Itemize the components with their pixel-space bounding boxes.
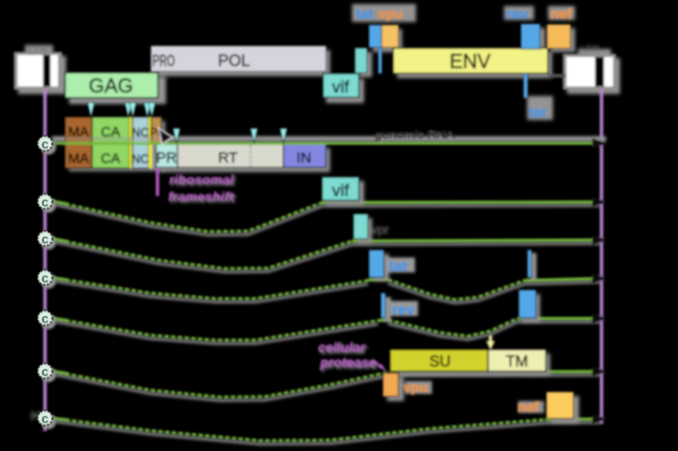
svg-text:CA: CA [101, 124, 121, 140]
svg-text:cellular: cellular [320, 342, 368, 357]
svg-text:RT: RT [218, 150, 238, 167]
svg-text:c: c [41, 270, 48, 285]
svg-text:c: c [41, 411, 48, 426]
svg-text:c: c [41, 231, 48, 246]
svg-text:PRO: PRO [153, 53, 176, 70]
svg-text:NC: NC [132, 126, 150, 140]
svg-text:LTR: LTR [28, 45, 48, 57]
svg-text:CA: CA [101, 150, 121, 166]
svg-text:MA: MA [68, 124, 90, 140]
svg-text:tat: tat [389, 258, 407, 275]
svg-text:vif: vif [332, 78, 349, 97]
svg-text:TM: TM [506, 354, 528, 371]
svg-text:ribosomal: ribosomal [169, 172, 234, 187]
svg-text:vpu: vpu [403, 379, 428, 395]
svg-text:SU: SU [429, 354, 451, 371]
svg-text:tat: tat [356, 6, 373, 22]
svg-text:GAG: GAG [89, 76, 133, 98]
svg-text:nef: nef [517, 400, 539, 416]
svg-text:protease: protease [319, 355, 377, 370]
svg-text:frameshift: frameshift [170, 191, 236, 206]
svg-text:c: c [41, 194, 48, 209]
svg-text:genomic RNA: genomic RNA [377, 130, 455, 144]
svg-text:protease: protease [319, 355, 377, 370]
svg-text:genomic RNA: genomic RNA [375, 127, 456, 142]
svg-text:rev: rev [392, 302, 415, 319]
svg-text:frameshift: frameshift [168, 189, 234, 204]
svg-text:vpu: vpu [378, 6, 403, 22]
svg-text:POL: POL [218, 52, 250, 70]
svg-text:IN: IN [297, 150, 312, 167]
svg-text:tat: tat [356, 6, 373, 22]
svg-text:c: c [41, 136, 48, 151]
svg-text:NC: NC [132, 152, 150, 166]
svg-text:rev: rev [506, 7, 528, 23]
svg-text:vpu: vpu [403, 379, 428, 395]
svg-text:tat: tat [529, 104, 546, 120]
svg-text:LTR: LTR [580, 44, 600, 56]
svg-text:nef: nef [517, 400, 539, 416]
svg-text:tat: tat [529, 104, 546, 120]
svg-text:ribosomal: ribosomal [171, 174, 236, 189]
svg-text:protease: protease [321, 357, 379, 372]
svg-text:ENV: ENV [449, 51, 491, 73]
svg-text:vif: vif [332, 181, 349, 200]
svg-text:PR: PR [156, 150, 177, 167]
svg-text:cellular: cellular [318, 340, 366, 355]
svg-text:frameshift: frameshift [168, 189, 234, 204]
svg-text:vpr: vpr [371, 222, 390, 237]
svg-text:nef: nef [550, 7, 572, 23]
svg-text:vpu: vpu [378, 6, 403, 22]
svg-text:rev: rev [506, 7, 528, 23]
svg-text:ribosomal: ribosomal [169, 172, 234, 187]
svg-text:cellular: cellular [318, 340, 366, 355]
svg-text:c: c [41, 311, 48, 326]
svg-text:tat: tat [389, 258, 407, 275]
svg-text:rev: rev [392, 302, 415, 319]
svg-text:nef: nef [550, 7, 572, 23]
svg-text:c: c [41, 364, 48, 379]
svg-text:MA: MA [68, 150, 90, 166]
